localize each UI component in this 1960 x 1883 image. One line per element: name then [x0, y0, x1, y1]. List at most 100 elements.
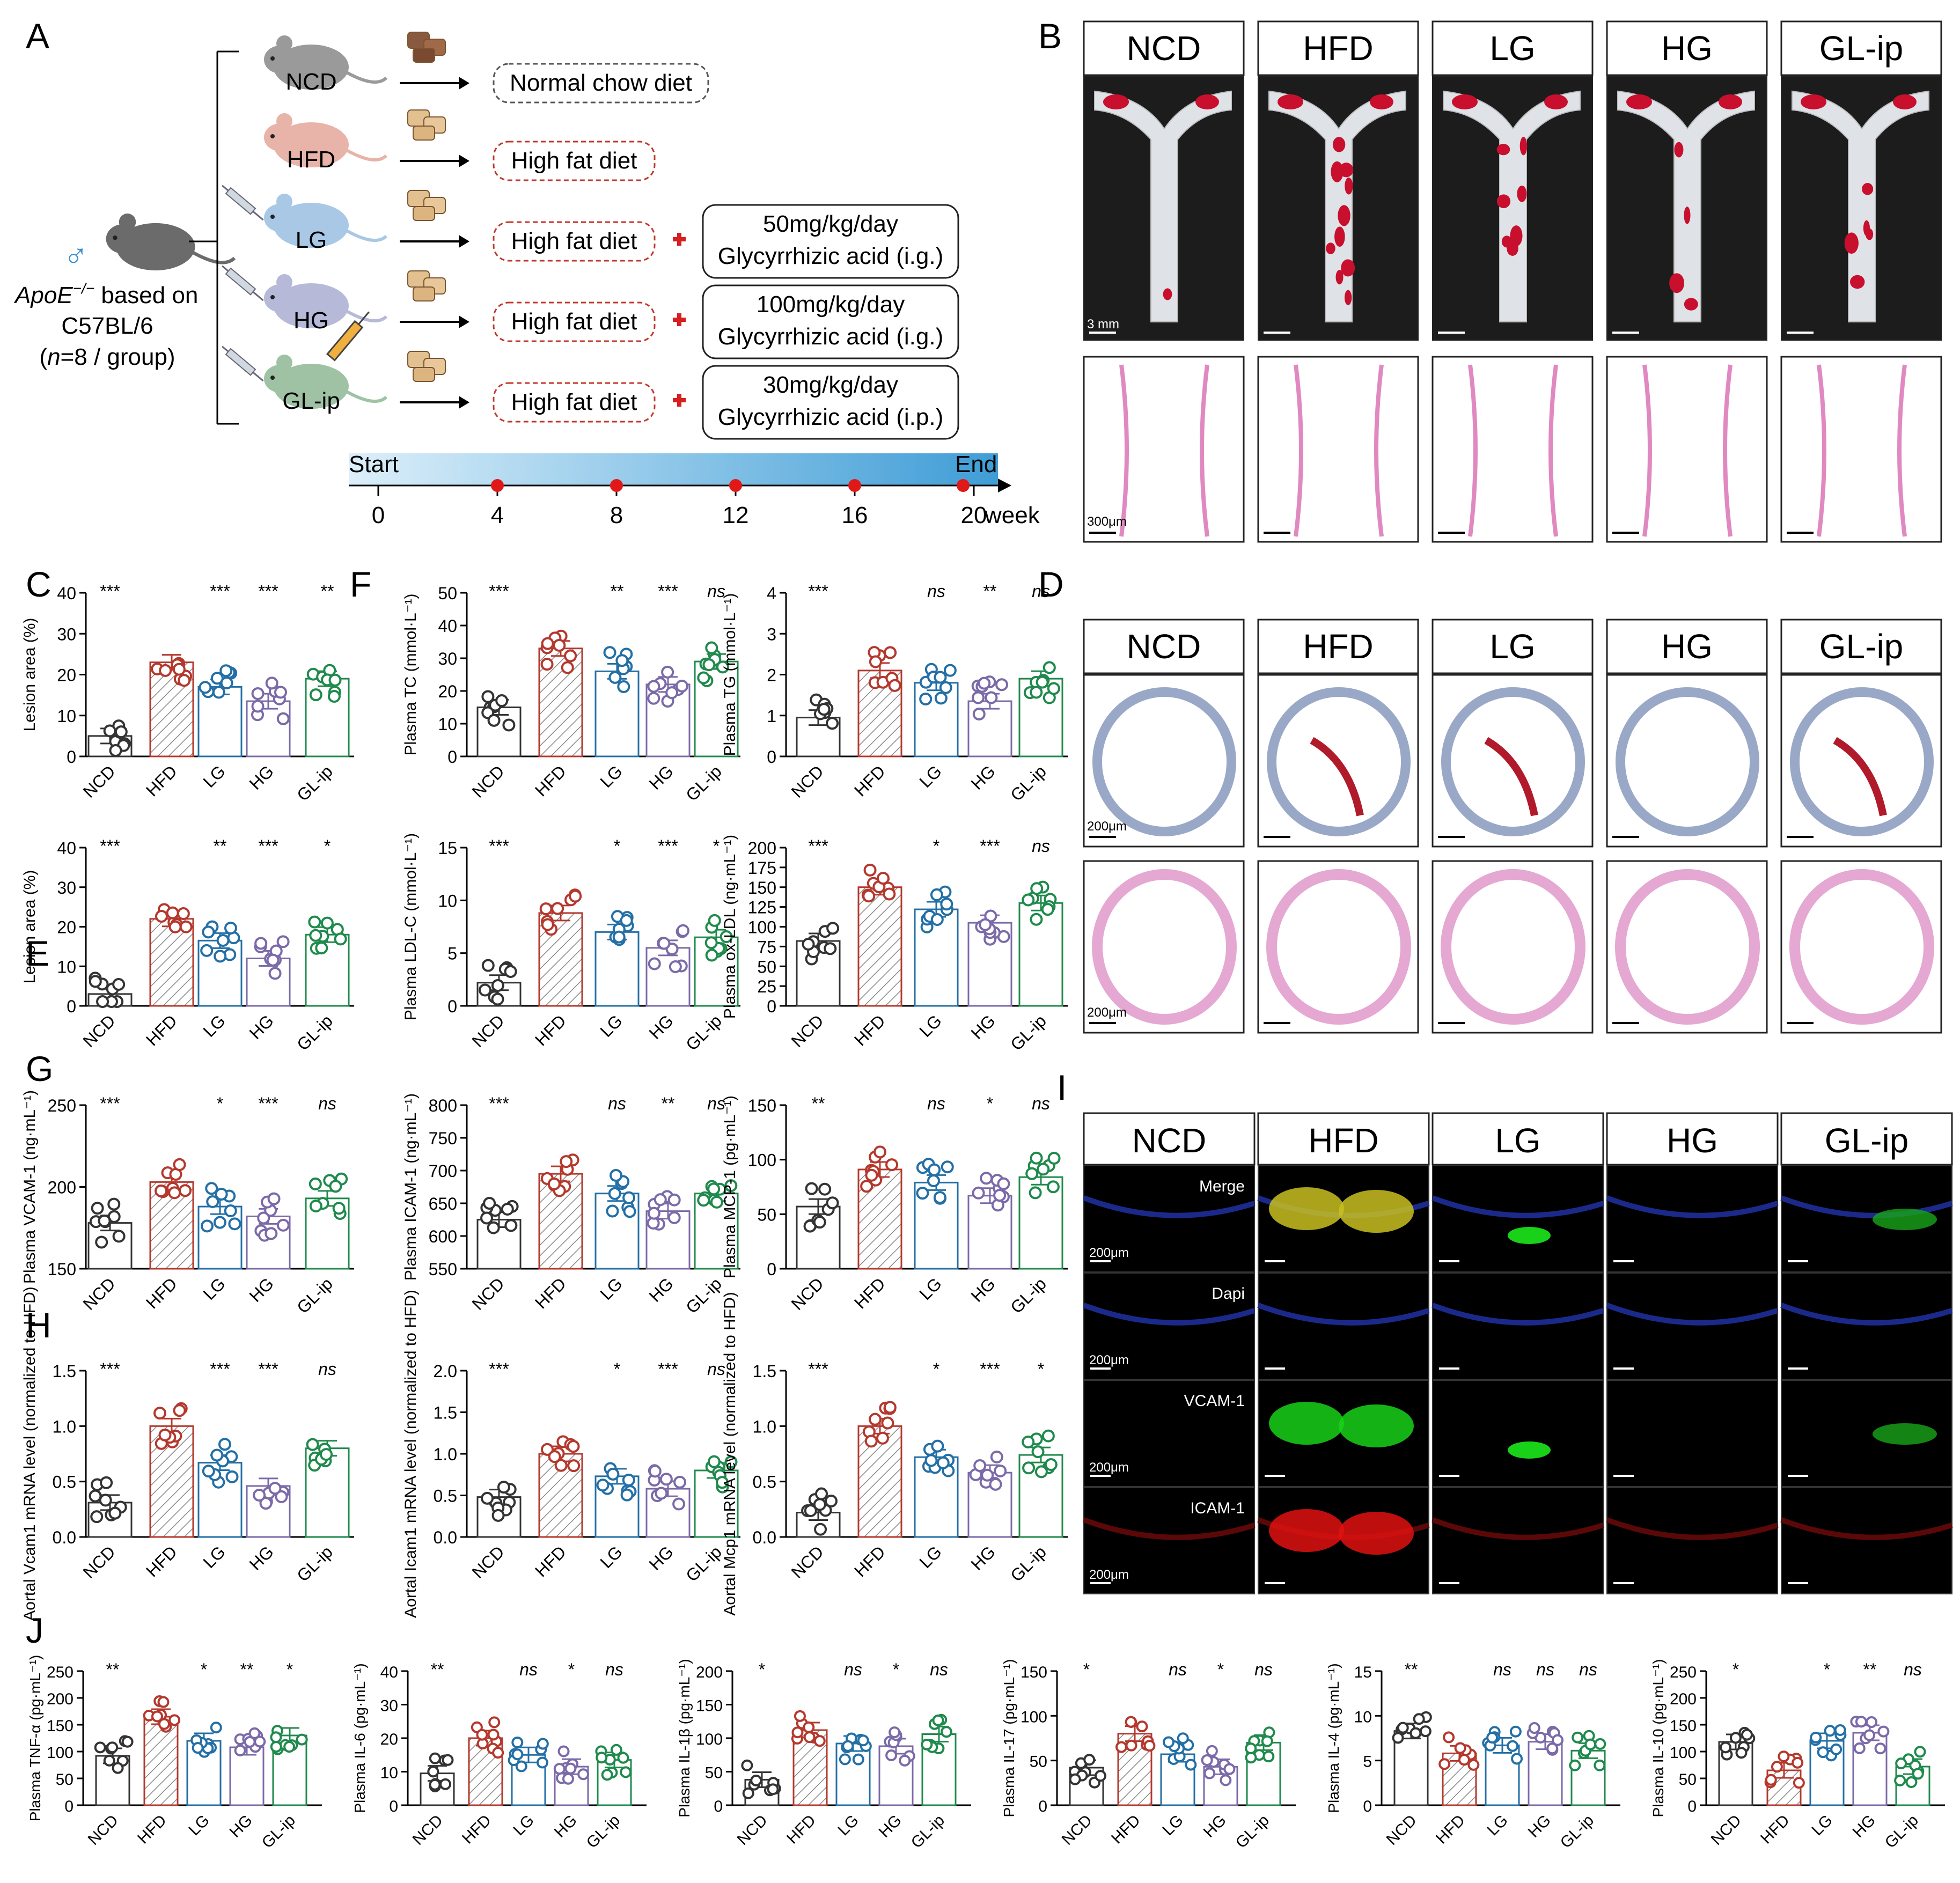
panel-letter-g: G: [26, 1049, 53, 1088]
data-point: [997, 1177, 1010, 1190]
y-tick-label: 0: [767, 997, 776, 1016]
panel-b-header-hfd: HFD: [1303, 29, 1374, 68]
data-point: [429, 1752, 441, 1764]
data-point: [617, 680, 630, 693]
mouse-eye: [270, 295, 275, 299]
data-point: [1262, 1750, 1275, 1763]
data-point: [994, 1464, 1007, 1477]
data-point: [551, 902, 564, 915]
data-point: [481, 959, 495, 972]
syringe-icon: [222, 185, 264, 221]
data-point: [1022, 1461, 1036, 1475]
panel-d-header-gl-ip: GL-ip: [1819, 627, 1904, 666]
chart-h2: 0.0 0.5 1.0 1.5 2.0 Aortal Icam1 mRNA level (…: [402, 1290, 740, 1618]
tissue-band: [1780, 1303, 1953, 1326]
data-point: [1203, 1767, 1216, 1779]
x-tick-label: HG: [246, 1011, 277, 1042]
mouse-tail: [346, 149, 388, 161]
data-point: [502, 718, 516, 732]
vessel-wall-left: [1119, 364, 1129, 537]
data-point: [213, 1216, 226, 1229]
data-point: [857, 1734, 869, 1747]
x-tick-label: NCD: [787, 1011, 827, 1050]
oil-red-lesion: [1684, 298, 1698, 311]
data-point: [814, 1522, 827, 1536]
oil-red-section-image: [1083, 674, 1245, 848]
data-point: [1041, 903, 1054, 916]
data-point: [492, 1747, 504, 1759]
fluorescence-image: [1258, 1273, 1429, 1380]
panel-b-header-ncd: NCD: [1127, 29, 1201, 68]
data-point: [268, 967, 282, 980]
x-tick-label: HG: [967, 761, 999, 793]
data-point: [724, 1179, 738, 1193]
timepoint-dot: [957, 479, 970, 492]
syringe-barrel: [326, 320, 364, 362]
data-point: [478, 983, 491, 997]
x-tick-label: HG: [645, 1011, 677, 1042]
data-point: [112, 1762, 124, 1774]
x-tick-label: HFD: [850, 761, 889, 800]
data-point: [1125, 1716, 1137, 1728]
data-point: [622, 1473, 635, 1487]
data-point: [1569, 1759, 1581, 1771]
oil-red-lesion: [1345, 177, 1353, 195]
data-point: [567, 1459, 581, 1473]
data-point: [1584, 1738, 1597, 1750]
x-tick-label: LG: [199, 1011, 229, 1041]
data-point: [166, 906, 179, 920]
data-point: [972, 708, 986, 721]
timeline-start: Start: [349, 451, 399, 477]
strain-line1: ApoE−/− based on: [13, 280, 198, 308]
x-tick-label: HG: [645, 1542, 677, 1573]
data-point: [536, 1756, 548, 1769]
y-tick-label: 10: [380, 1764, 398, 1782]
significance-label: **: [240, 1660, 254, 1679]
data-point: [708, 914, 721, 927]
significance-label: ***: [489, 1359, 509, 1379]
data-point: [989, 1477, 1002, 1491]
y-tick-label: 50: [757, 1205, 776, 1224]
tissue-band: [1432, 1303, 1604, 1326]
strain-suffix: based on: [94, 282, 198, 308]
data-point: [309, 1177, 322, 1190]
oil-red-lesion: [1331, 161, 1344, 182]
data-point: [804, 1504, 817, 1517]
y-tick-label: 3: [767, 624, 776, 644]
data-point: [1025, 1167, 1039, 1180]
vessel-wall-right: [1723, 364, 1733, 537]
he-section-image: [1432, 860, 1594, 1034]
data-point: [673, 1475, 687, 1489]
y-tick-label: 20: [438, 682, 457, 701]
group-mouse-hfd: [264, 113, 388, 167]
x-tick-label: LG: [596, 1011, 626, 1041]
data-point: [1047, 682, 1060, 695]
data-point: [114, 725, 128, 739]
significance-label: ns: [1032, 582, 1050, 601]
data-point: [932, 1714, 944, 1726]
data-point: [89, 1489, 102, 1503]
x-tick-label: HG: [246, 1542, 277, 1573]
x-tick-label: HFD: [850, 1011, 889, 1049]
significance-label: *: [987, 1094, 993, 1113]
data-point: [803, 1721, 815, 1733]
x-tick-label: NCD: [468, 1542, 508, 1582]
panel-i-header-box: [1780, 1112, 1953, 1166]
bar-lg: [594, 670, 640, 757]
data-point: [90, 1510, 104, 1524]
x-tick-label: GL-ip: [1007, 1274, 1050, 1317]
aorta-tissue: [1094, 90, 1232, 322]
y-tick-label: 50: [1030, 1753, 1047, 1771]
food-pellet: [413, 48, 435, 63]
chart-g1: 150 200 250 Plasma VCAM-1 (ng·mL⁻¹) NCD *** HF…: [21, 1090, 354, 1317]
x-tick-label: HG: [645, 1274, 677, 1305]
data-point: [818, 1182, 832, 1196]
significance-label: **: [214, 836, 227, 856]
significance-label: ***: [489, 836, 509, 856]
significance-label: **: [983, 582, 997, 601]
timepoint-dot: [491, 479, 504, 492]
data-point: [106, 1741, 119, 1754]
